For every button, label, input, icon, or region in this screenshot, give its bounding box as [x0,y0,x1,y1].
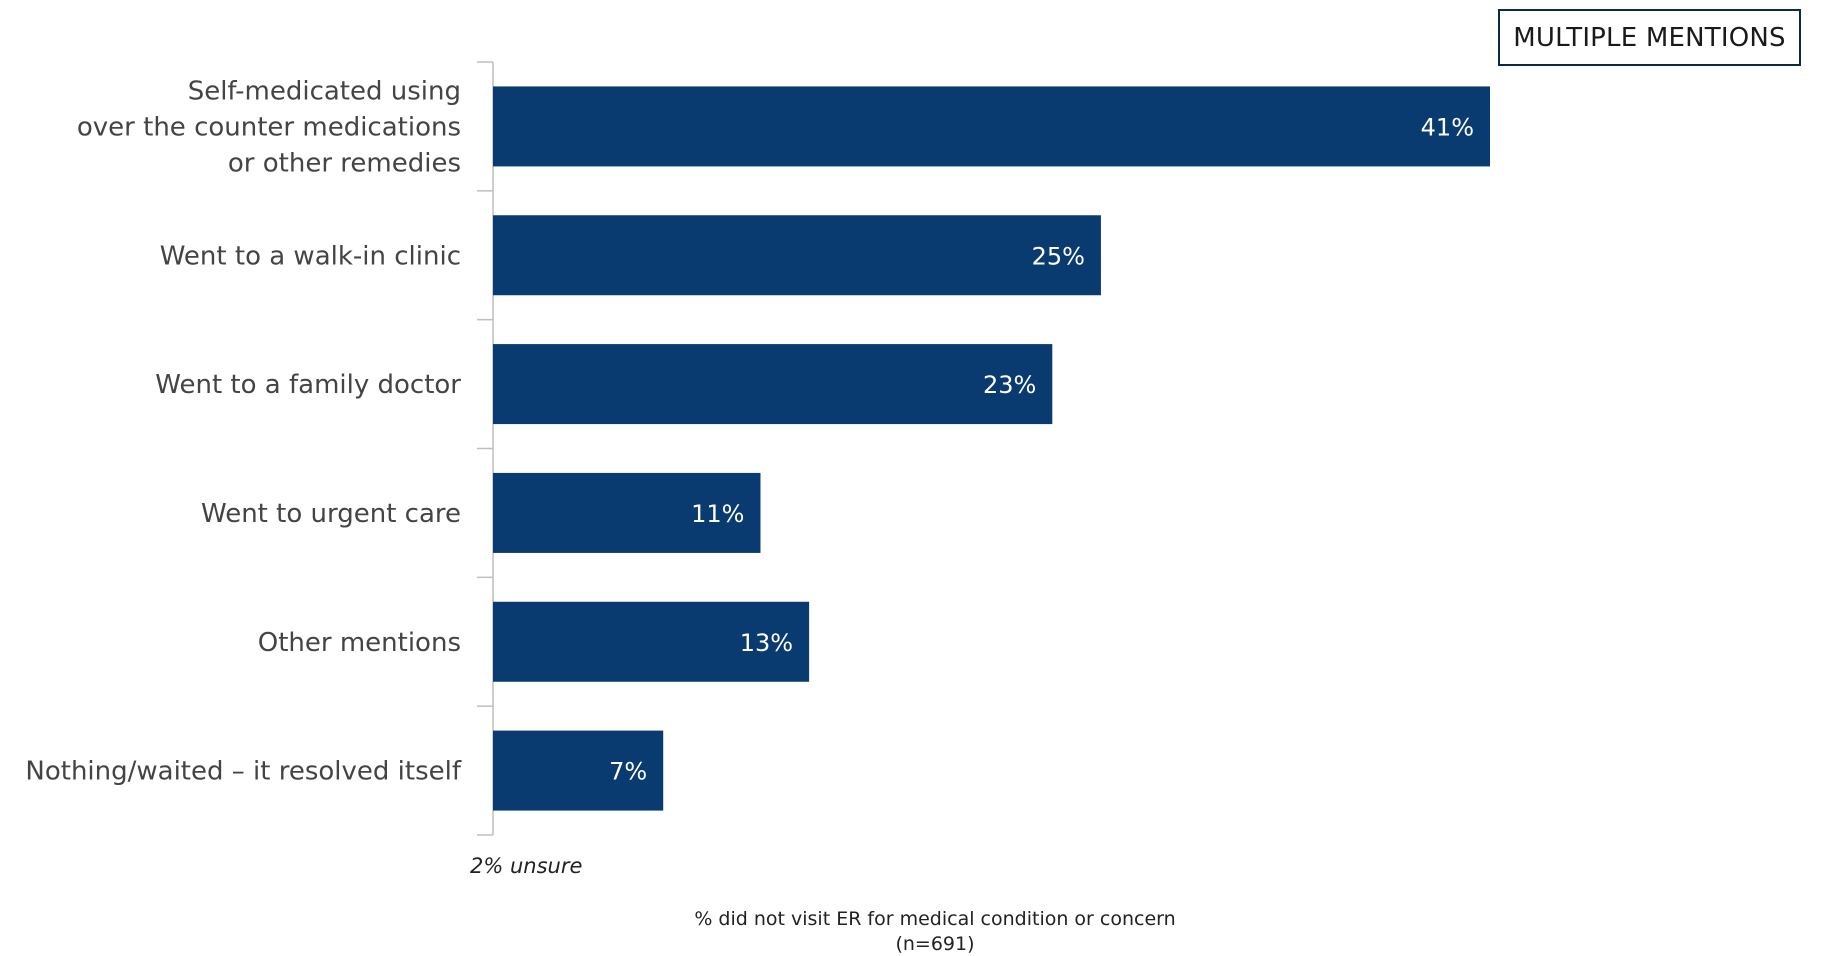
category-label: Went to a family doctor [155,370,461,400]
category-labels: Self-medicated using over the counter med… [25,76,461,786]
y-axis [477,61,494,836]
category-label: Other mentions [258,628,461,658]
category-label: Went to a walk-in clinic [160,241,461,271]
multiple-mentions-badge: MULTIPLE MENTIONS [1498,9,1801,66]
data-label: 23% [983,371,1036,399]
bar [493,601,810,682]
bar [493,86,1490,167]
data-label: 25% [1032,242,1085,270]
unsure-note: 2% unsure [470,854,583,878]
category-label: Self-medicated using over the counter med… [77,76,461,178]
category-label: Nothing/waited – it resolved itself [25,757,461,787]
footer-base-description: % did not visit ER for medical condition… [694,908,1176,930]
category-label: Went to urgent care [201,499,461,529]
data-label: 41% [1421,113,1474,141]
data-label: 11% [691,500,744,528]
bars: 41% 25% 23% 11% 13% 7% [493,86,1490,811]
data-label: 13% [740,629,793,657]
bar [493,215,1101,296]
footer-sample-size: (n=691) [895,933,975,955]
data-label: 7% [609,758,647,786]
bar [493,344,1053,425]
bar [493,472,761,553]
bar [493,730,664,811]
